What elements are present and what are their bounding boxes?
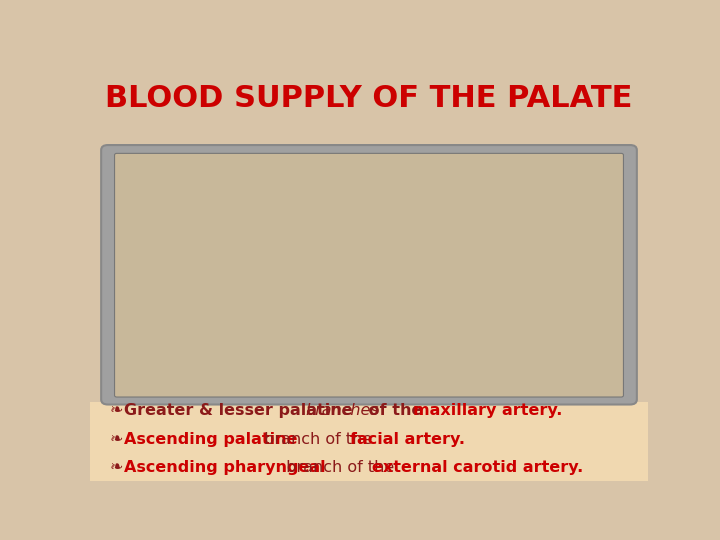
Text: maxillary artery.: maxillary artery. (413, 403, 563, 418)
Text: BLOOD SUPPLY OF THE PALATE: BLOOD SUPPLY OF THE PALATE (105, 84, 633, 112)
Text: ❧: ❧ (109, 403, 129, 418)
Text: Ascending palatine: Ascending palatine (125, 431, 298, 447)
Text: Greater & lesser palatine: Greater & lesser palatine (125, 403, 359, 418)
Text: external carotid artery.: external carotid artery. (372, 460, 583, 475)
Text: ❧: ❧ (109, 431, 129, 447)
FancyBboxPatch shape (114, 153, 624, 397)
Bar (90, 402, 648, 481)
FancyBboxPatch shape (101, 145, 637, 404)
Text: facial artery.: facial artery. (351, 431, 465, 447)
Text: branch of the: branch of the (281, 460, 399, 475)
Text: ❧: ❧ (109, 460, 129, 475)
Text: Ascending pharyngeal: Ascending pharyngeal (125, 460, 326, 475)
Text: branch of the: branch of the (258, 431, 377, 447)
Text: of the: of the (363, 403, 428, 418)
Text: branches: branches (306, 403, 379, 418)
